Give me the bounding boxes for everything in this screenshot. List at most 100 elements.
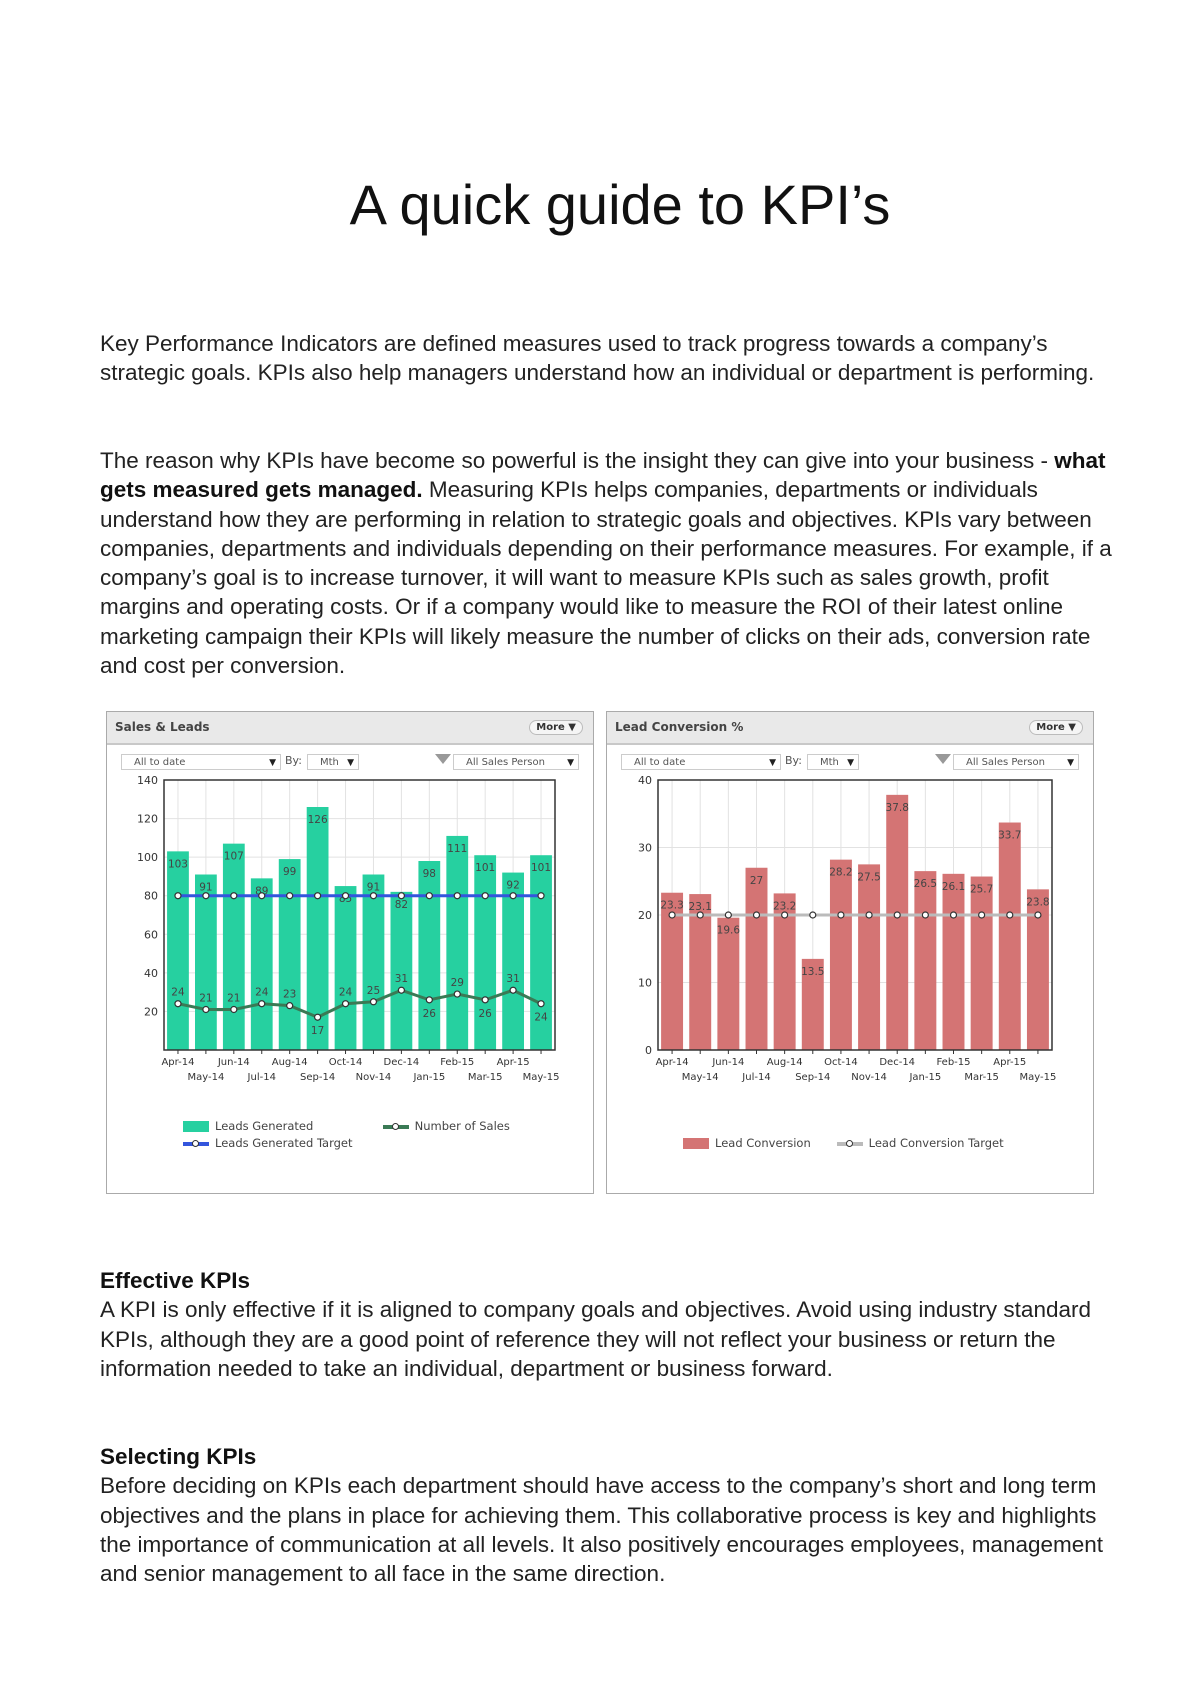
data-label: 29 xyxy=(451,977,464,989)
x-tick-label: Nov-14 xyxy=(356,1072,392,1083)
section-heading: Selecting KPIs xyxy=(100,1444,257,1469)
line-point xyxy=(837,911,845,919)
line-point xyxy=(1034,911,1042,919)
x-tick-label: Apr-14 xyxy=(161,1057,194,1068)
period-value: All to date xyxy=(134,757,186,768)
line-point xyxy=(286,892,294,900)
data-label: 31 xyxy=(395,973,408,985)
widget-title: Sales & Leads xyxy=(115,720,210,734)
bar-swatch xyxy=(183,1121,209,1132)
bar xyxy=(390,891,413,1050)
y-tick-label: 140 xyxy=(137,774,158,787)
x-tick-label: Aug-14 xyxy=(767,1057,803,1068)
more-button[interactable]: More ▼ xyxy=(529,720,583,735)
bar xyxy=(306,807,329,1050)
line-point xyxy=(509,892,517,900)
x-tick-label: Dec-14 xyxy=(879,1057,915,1068)
funnel-icon[interactable] xyxy=(935,754,951,764)
y-tick-label: 10 xyxy=(638,977,652,990)
data-label: 24 xyxy=(534,1012,548,1024)
x-tick-label: May-15 xyxy=(523,1072,560,1083)
data-label: 33.7 xyxy=(998,830,1021,842)
chevron-down-icon: ▼ xyxy=(567,758,574,768)
line-point xyxy=(258,1000,266,1008)
data-label: 26.1 xyxy=(942,881,965,893)
line-point xyxy=(314,1013,322,1021)
line-point xyxy=(202,892,210,900)
data-label: 82 xyxy=(395,899,408,911)
data-label: 25.7 xyxy=(970,884,993,896)
granularity-value: Mth xyxy=(820,757,839,768)
line-point xyxy=(174,1000,182,1008)
period-dropdown[interactable]: All to date ▼ xyxy=(621,754,781,770)
page-title: A quick guide to KPI’s xyxy=(349,173,891,236)
bar xyxy=(858,864,881,1050)
legend-item: Lead Conversion xyxy=(683,1136,833,1150)
line-point xyxy=(668,911,676,919)
salesperson-value: All Sales Person xyxy=(466,757,545,768)
line-point xyxy=(809,911,817,919)
period-dropdown[interactable]: All to date ▼ xyxy=(121,754,281,770)
line-point xyxy=(752,911,761,919)
x-tick-label: Mar-15 xyxy=(964,1072,999,1083)
data-label: 37.8 xyxy=(886,802,909,814)
line-point xyxy=(202,1005,210,1014)
line-point xyxy=(341,1000,350,1008)
bar xyxy=(278,859,301,1050)
data-label: 26.5 xyxy=(914,878,937,890)
bar xyxy=(970,876,993,1050)
reason-text: The reason why KPIs have become so power… xyxy=(100,448,1055,473)
data-label: 23.2 xyxy=(773,900,796,912)
intro-paragraph: Key Performance Indicators are defined m… xyxy=(100,331,1095,386)
line-point xyxy=(174,892,182,900)
bar xyxy=(942,873,965,1050)
data-label: 31 xyxy=(506,973,519,985)
bar xyxy=(167,851,189,1050)
data-label: 27.5 xyxy=(857,871,880,883)
line-point xyxy=(286,1002,294,1010)
line-point xyxy=(369,892,378,900)
section-body: A KPI is only effective if it is aligned… xyxy=(100,1297,1091,1381)
x-tick-label: Dec-14 xyxy=(384,1057,420,1068)
data-label: 101 xyxy=(531,862,551,874)
bar xyxy=(446,835,469,1050)
period-value: All to date xyxy=(634,757,686,768)
data-label: 23.3 xyxy=(660,900,683,912)
x-tick-label: Apr-14 xyxy=(656,1057,689,1068)
x-tick-label: Feb-15 xyxy=(936,1057,970,1068)
data-label: 107 xyxy=(224,851,244,863)
granularity-dropdown[interactable]: Mth ▼ xyxy=(307,754,359,770)
line-point xyxy=(978,911,986,919)
bar xyxy=(998,822,1021,1050)
bar xyxy=(914,871,937,1050)
line-point xyxy=(258,892,266,900)
more-button[interactable]: More ▼ xyxy=(1029,720,1083,735)
y-tick-label: 60 xyxy=(144,928,158,941)
y-tick-label: 20 xyxy=(144,1005,158,1018)
line-point xyxy=(230,1005,238,1014)
reason-emphasis: what gets measured gets managed. xyxy=(100,448,1106,503)
by-label: By: xyxy=(785,754,802,767)
bar xyxy=(502,872,524,1050)
line-point xyxy=(537,892,545,900)
granularity-dropdown[interactable]: Mth ▼ xyxy=(807,754,859,770)
data-label: 13.5 xyxy=(801,966,824,978)
line-point xyxy=(397,986,405,994)
chart-legend: Leads Generated Number of Sales Leads Ge… xyxy=(183,1119,510,1150)
bar xyxy=(222,843,245,1050)
x-tick-label: Apr-15 xyxy=(497,1057,530,1068)
salesperson-dropdown[interactable]: All Sales Person ▼ xyxy=(453,754,579,770)
data-label: 26 xyxy=(423,1008,437,1020)
x-tick-label: Sep-14 xyxy=(300,1072,335,1083)
y-tick-label: 100 xyxy=(137,851,158,864)
section-body: Before deciding on KPIs each department … xyxy=(100,1473,1104,1587)
selecting-kpis-section: Selecting KPIs Before deciding on KPIs e… xyxy=(100,1442,1130,1588)
funnel-icon[interactable] xyxy=(435,754,451,764)
x-tick-label: Feb-15 xyxy=(440,1057,474,1068)
bar xyxy=(195,874,217,1050)
salesperson-dropdown[interactable]: All Sales Person ▼ xyxy=(953,754,1079,770)
bar xyxy=(661,892,684,1050)
line-point xyxy=(369,998,378,1006)
line-point xyxy=(921,911,929,919)
line-point xyxy=(341,892,350,900)
